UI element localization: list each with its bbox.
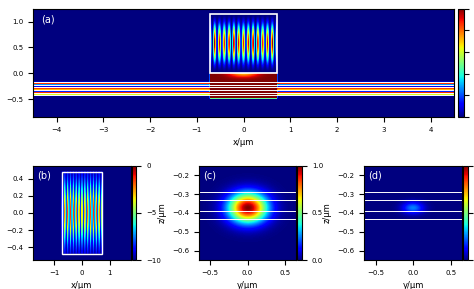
X-axis label: y/μm: y/μm <box>237 281 258 289</box>
X-axis label: y/μm: y/μm <box>402 281 424 289</box>
X-axis label: x/μm: x/μm <box>233 138 254 147</box>
X-axis label: x/μm: x/μm <box>71 281 92 289</box>
Bar <box>62 172 102 254</box>
Y-axis label: z/μm: z/μm <box>0 53 1 73</box>
Text: (c): (c) <box>203 171 216 181</box>
Y-axis label: y/μm: y/μm <box>0 202 1 224</box>
Y-axis label: z/μm: z/μm <box>157 203 166 223</box>
Text: (b): (b) <box>37 171 51 181</box>
Bar <box>210 14 277 73</box>
Y-axis label: z/μm: z/μm <box>323 203 332 223</box>
Text: (d): (d) <box>368 171 382 181</box>
Text: (a): (a) <box>42 14 55 24</box>
